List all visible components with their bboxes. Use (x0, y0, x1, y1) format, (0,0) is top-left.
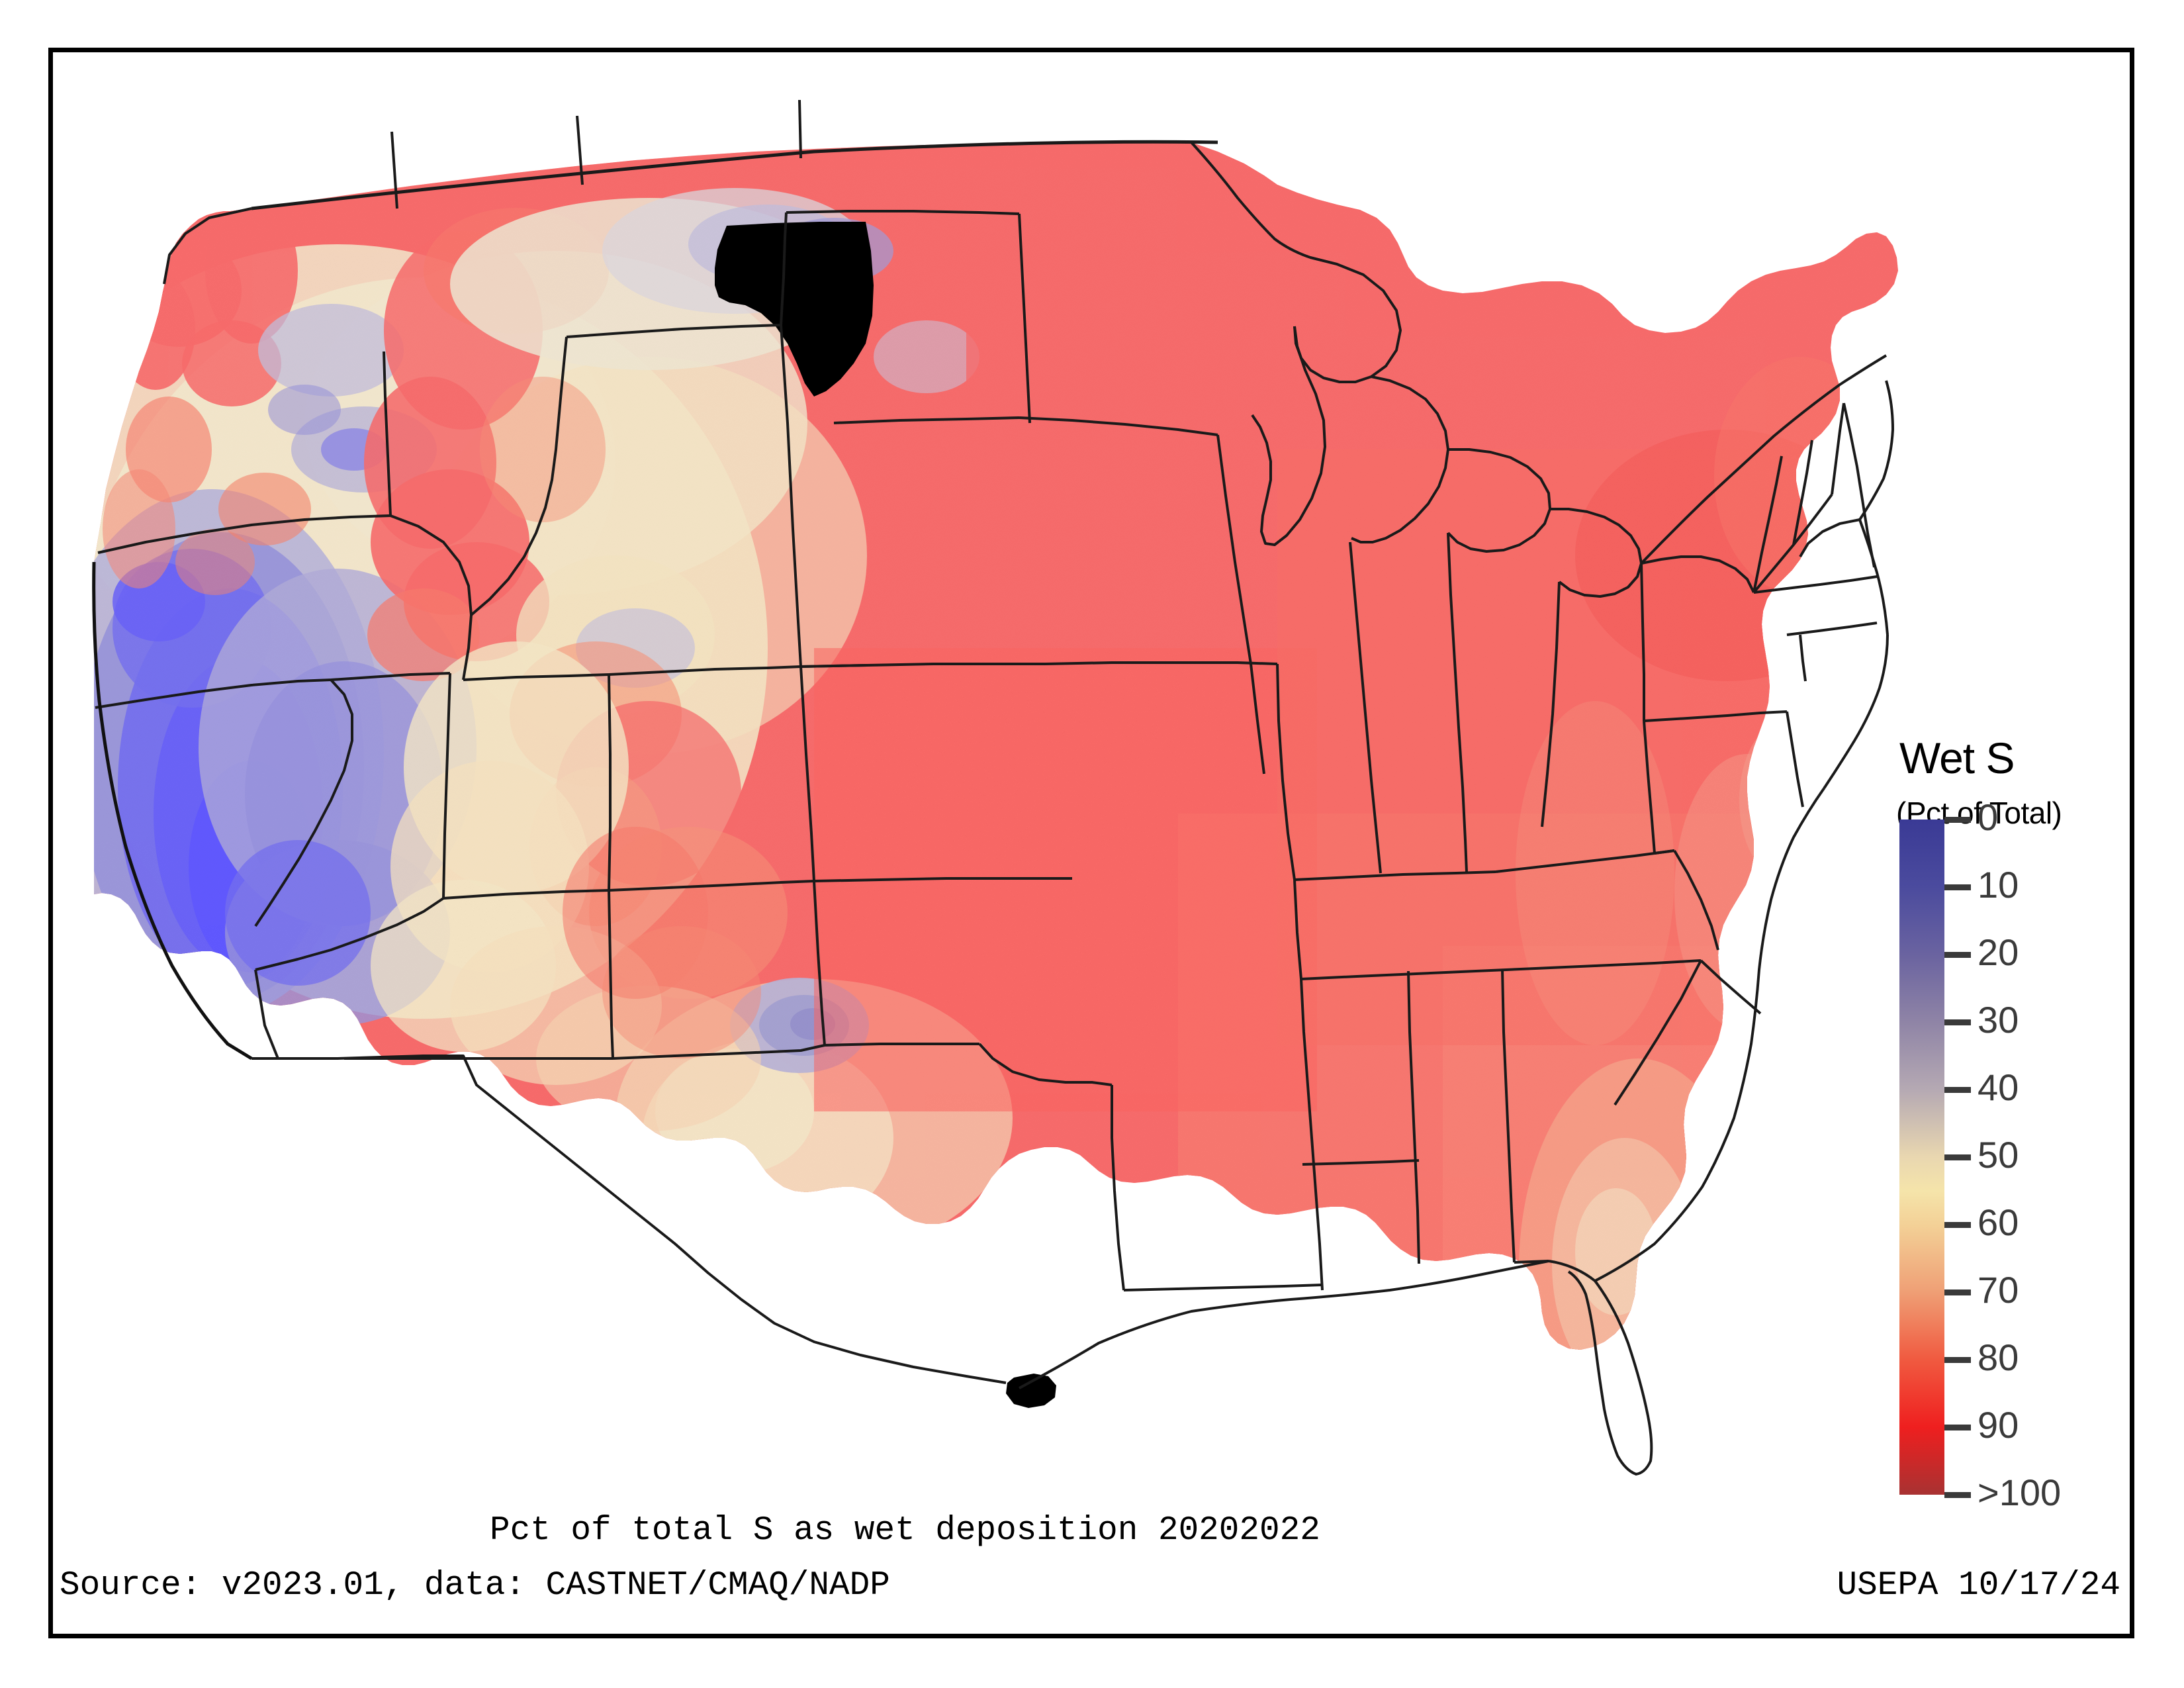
colorbar-tick-label: 70 (1978, 1269, 2019, 1311)
coastline-layer (92, 561, 253, 1060)
colorbar-tick-label: 80 (1978, 1336, 2019, 1378)
colorbar-tick-label: 50 (1978, 1134, 2019, 1176)
colorbar-tick-label: 40 (1978, 1066, 2019, 1108)
nodata-regions (715, 222, 1056, 1408)
colorbar-tick (1944, 1425, 1971, 1430)
colorbar-tick (1944, 1357, 1971, 1363)
colorbar-tick (1944, 1289, 1971, 1295)
colorbar-tick-label: 10 (1978, 864, 2019, 906)
colorbar-tick (1944, 952, 1971, 958)
colorbar-tick-label: >100 (1978, 1472, 2062, 1513)
colorbar-tick (1944, 817, 1971, 823)
credit-note: USEPA 10/17/24 (1837, 1567, 2120, 1605)
colorbar-tick-label: 20 (1978, 931, 2019, 973)
colorbar-tick-label: 90 (1978, 1404, 2019, 1446)
nodata-dakotas (715, 222, 874, 397)
colorbar-gradient (1899, 820, 1944, 1495)
figure-frame: Wet S (Pct of Total) 0 10 20 30 40 50 60 70 80 90… (48, 48, 2134, 1638)
colorbar-tick (1944, 1492, 1971, 1498)
map-panel (53, 52, 1899, 1495)
colorbar-tick (1944, 1154, 1971, 1160)
source-note: Source: v2023.01, data: CASTNET/CMAQ/NAD… (60, 1567, 890, 1605)
boundaries-layer (92, 99, 1894, 1476)
colorbar-tick-label: 60 (1978, 1201, 2019, 1243)
map-caption: Pct of total S as wet deposition 2020202… (490, 1512, 1320, 1550)
colorbar: 0 10 20 30 40 50 60 70 80 90 >100 (1899, 799, 2061, 1511)
colorbar-tick (1944, 1019, 1971, 1025)
nodata-rio-grande (1006, 1374, 1056, 1408)
colorbar-tick (1944, 1222, 1971, 1228)
legend-title: Wet S (1899, 733, 2015, 782)
deposition-raster-map (53, 52, 1899, 1495)
colorbar-tick-label: 30 (1978, 999, 2019, 1041)
colorbar-tick (1944, 884, 1971, 890)
colorbar-tick-label: 0 (1978, 796, 1999, 838)
colorbar-tick (1944, 1087, 1971, 1093)
